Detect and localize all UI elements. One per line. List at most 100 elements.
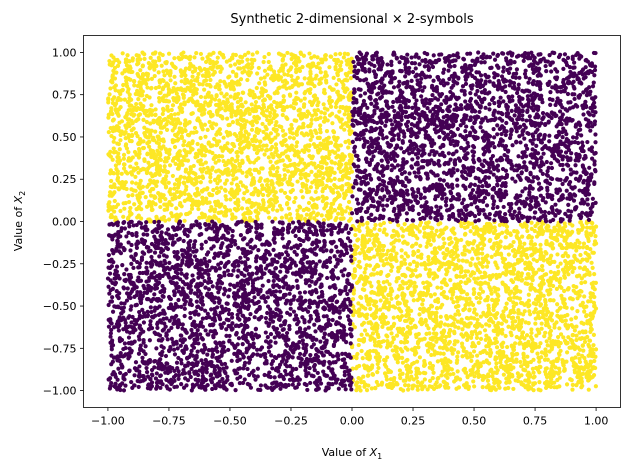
- scatter-point: [434, 310, 439, 315]
- scatter-point: [111, 139, 116, 144]
- scatter-point: [158, 130, 163, 135]
- scatter-point: [489, 225, 495, 230]
- scatter-point: [428, 315, 433, 320]
- scatter-point: [537, 283, 542, 288]
- scatter-point: [331, 87, 336, 92]
- scatter-point: [480, 239, 485, 245]
- scatter-point: [583, 280, 588, 285]
- scatter-point: [471, 316, 477, 321]
- scatter-point: [288, 189, 293, 194]
- scatter-point: [362, 328, 368, 333]
- scatter-point: [257, 178, 262, 184]
- scatter-point: [303, 145, 308, 150]
- scatter-point: [147, 144, 152, 149]
- scatter-point: [417, 371, 422, 376]
- scatter-point: [204, 82, 210, 87]
- scatter-point: [377, 244, 382, 249]
- scatter-point: [249, 102, 254, 107]
- scatter-point: [240, 90, 245, 95]
- scatter-point: [125, 216, 131, 221]
- scatter-point: [212, 97, 218, 102]
- scatter-point: [574, 324, 579, 329]
- scatter-point: [247, 111, 252, 117]
- chart-title: Synthetic 2-dimensional × 2-symbols: [230, 12, 473, 27]
- scatter-point: [537, 370, 542, 375]
- scatter-point: [592, 294, 597, 300]
- scatter-point: [273, 135, 278, 140]
- scatter-point: [267, 137, 272, 142]
- scatter-point: [373, 310, 379, 315]
- scatter-point: [345, 205, 350, 210]
- scatter-point: [187, 65, 192, 70]
- scatter-point: [149, 180, 155, 185]
- scatter-point: [388, 326, 393, 331]
- scatter-point: [203, 134, 208, 139]
- scatter-point: [426, 262, 431, 267]
- scatter-point: [590, 250, 595, 255]
- scatter-point: [367, 256, 372, 261]
- scatter-point: [508, 263, 513, 268]
- scatter-point: [331, 129, 336, 134]
- scatter-point: [478, 336, 484, 341]
- scatter-point: [196, 199, 201, 204]
- scatter-point: [303, 114, 309, 119]
- scatter-point: [407, 331, 412, 336]
- scatter-point: [136, 155, 142, 160]
- scatter-point: [173, 81, 178, 86]
- scatter-point: [118, 97, 124, 102]
- scatter-point: [447, 265, 452, 270]
- scatter-point: [415, 341, 421, 346]
- scatter-point: [588, 295, 593, 300]
- scatter-point: [538, 303, 543, 308]
- scatter-point: [195, 75, 200, 80]
- scatter-point: [570, 269, 575, 274]
- scatter-point: [192, 55, 197, 60]
- scatter-point: [335, 73, 340, 78]
- scatter-point: [116, 141, 121, 147]
- scatter-point: [582, 273, 587, 278]
- scatter-point: [252, 115, 257, 120]
- scatter-point: [212, 209, 217, 214]
- scatter-point: [302, 216, 307, 221]
- scatter-point: [424, 244, 429, 249]
- scatter-point: [115, 154, 120, 160]
- scatter-point: [592, 239, 598, 244]
- scatter-point: [510, 320, 515, 325]
- scatter-point: [484, 322, 489, 327]
- scatter-point: [267, 204, 272, 209]
- scatter-point: [253, 186, 258, 191]
- scatter-point: [471, 349, 477, 354]
- scatter-point: [306, 189, 312, 194]
- scatter-point: [313, 173, 318, 178]
- scatter-point: [164, 150, 169, 155]
- scatter-point: [400, 286, 405, 291]
- scatter-point: [168, 187, 173, 192]
- scatter-point: [338, 63, 343, 68]
- scatter-point: [223, 209, 228, 215]
- scatter-point: [324, 154, 329, 160]
- scatter-point: [495, 298, 501, 303]
- scatter-point: [570, 245, 575, 250]
- scatter-point: [491, 385, 496, 390]
- scatter-point: [305, 109, 310, 114]
- scatter-point: [271, 185, 276, 191]
- scatter-point: [402, 222, 407, 227]
- scatter-point: [408, 273, 414, 279]
- scatter-point: [502, 245, 508, 250]
- scatter-point: [450, 351, 455, 356]
- scatter-point: [145, 141, 150, 146]
- scatter-point: [396, 238, 402, 243]
- scatter-point: [360, 235, 365, 240]
- scatter-point: [247, 92, 252, 97]
- scatter-point: [531, 370, 536, 375]
- scatter-point: [136, 170, 141, 175]
- scatter-point: [311, 142, 317, 147]
- scatter-point: [507, 380, 512, 385]
- scatter-point: [503, 333, 508, 339]
- scatter-point: [494, 361, 499, 366]
- scatter-point: [478, 286, 483, 291]
- scatter-point: [580, 257, 585, 262]
- scatter-point: [428, 282, 433, 288]
- scatter-point: [164, 98, 169, 103]
- scatter-point: [210, 165, 215, 170]
